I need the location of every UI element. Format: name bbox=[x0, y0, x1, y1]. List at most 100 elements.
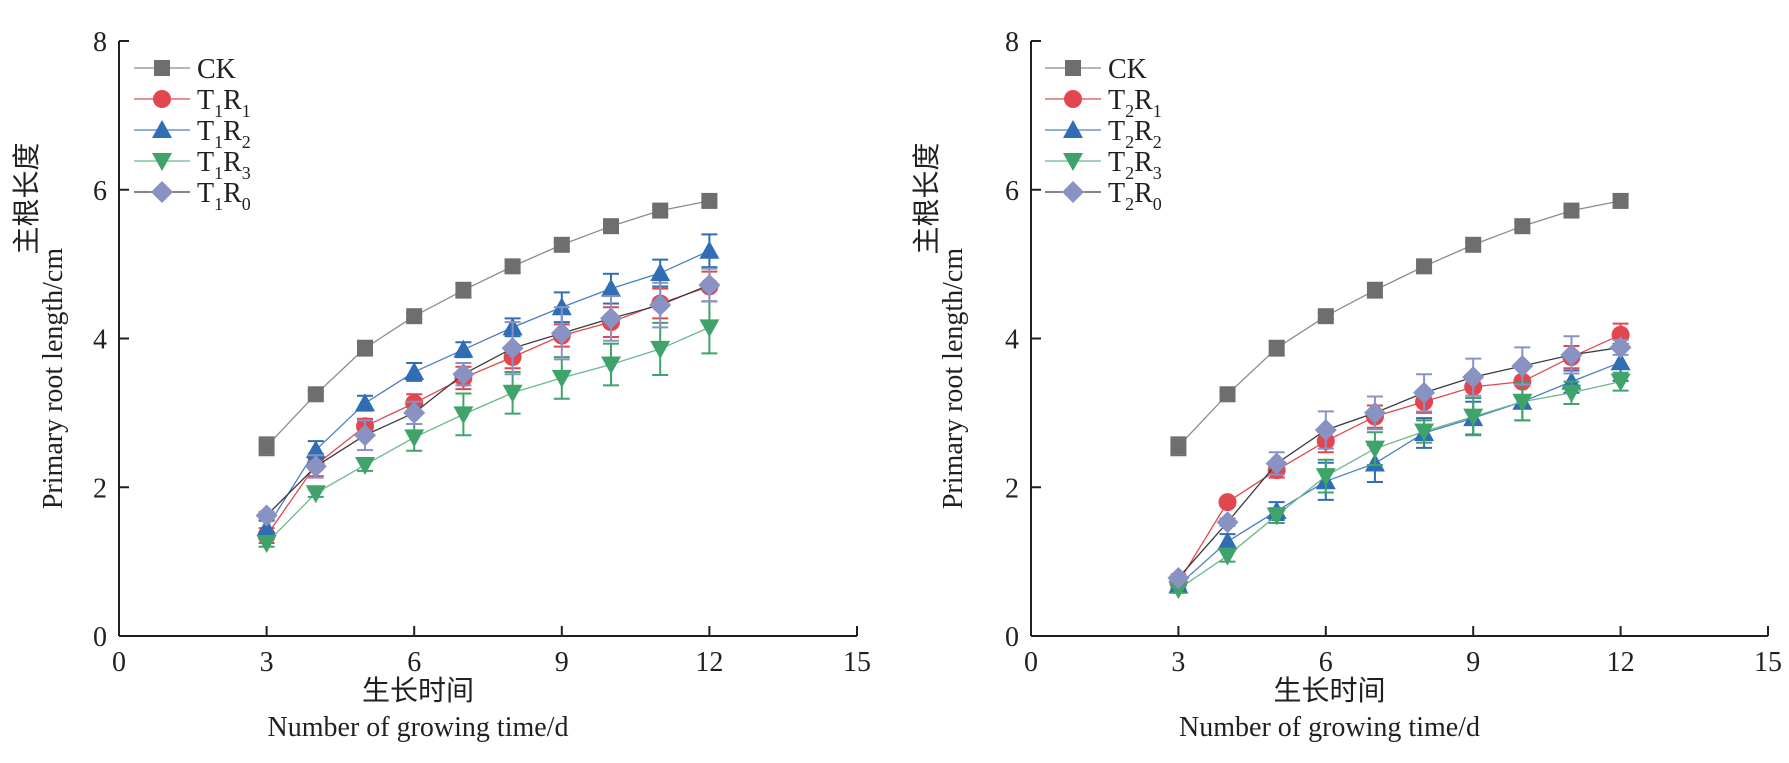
legend-item: T1R0 bbox=[134, 178, 251, 214]
y-tick-label: 4 bbox=[1005, 325, 1019, 356]
series-line-T1R2 bbox=[266, 250, 710, 529]
data-point-CK bbox=[406, 308, 423, 325]
data-point-T1R0 bbox=[452, 363, 475, 386]
legend-item: CK bbox=[134, 54, 236, 85]
legend-item: T2R0 bbox=[1045, 178, 1162, 214]
y-tick-label: 8 bbox=[93, 27, 107, 58]
x-tick-label: 15 bbox=[1754, 647, 1782, 678]
data-point-T2R3 bbox=[1364, 440, 1385, 459]
data-point-T1R0 bbox=[354, 424, 376, 447]
data-point-T1R2 bbox=[256, 518, 277, 537]
x-tick-label: 3 bbox=[260, 647, 274, 678]
data-point-CK bbox=[603, 218, 619, 235]
data-point-T1R0 bbox=[304, 455, 327, 478]
legend-marker-square bbox=[154, 60, 170, 76]
legend-marker-diamond bbox=[1062, 181, 1084, 203]
series-line-CK bbox=[266, 200, 710, 447]
x-tick-label: 12 bbox=[1607, 647, 1635, 678]
legend-label: T1R2 bbox=[197, 116, 251, 152]
data-point-T1R3 bbox=[305, 485, 326, 504]
series-line-T2R1 bbox=[1177, 334, 1621, 583]
y-tick-label: 4 bbox=[93, 325, 107, 356]
legend-marker-square bbox=[1065, 60, 1081, 76]
x-axis-title: Number of growing time/d bbox=[268, 712, 569, 743]
x-tick-label: 6 bbox=[407, 647, 421, 678]
legend-label: CK bbox=[197, 54, 236, 85]
series-T2R2 bbox=[1168, 342, 1631, 594]
legend-marker-triangle-up bbox=[1063, 120, 1083, 138]
data-point-T2R3 bbox=[1463, 408, 1484, 427]
data-point-CK bbox=[258, 438, 275, 455]
series-CK bbox=[1170, 192, 1629, 457]
legend-label: T1R1 bbox=[197, 85, 251, 121]
legend-item: T1R3 bbox=[134, 147, 251, 183]
legend-marker-circle bbox=[153, 90, 171, 108]
data-point-T1R2 bbox=[355, 393, 375, 412]
data-point-T2R0 bbox=[1314, 418, 1337, 441]
data-point-T1R2 bbox=[404, 361, 425, 380]
legend-marker-circle bbox=[1064, 90, 1082, 108]
data-point-T1R3 bbox=[551, 369, 572, 388]
y-tick-label: 0 bbox=[1005, 622, 1019, 653]
series-CK bbox=[258, 192, 718, 457]
data-point-CK bbox=[1563, 202, 1580, 219]
data-point-T1R2 bbox=[601, 278, 621, 297]
data-point-T1R2 bbox=[305, 440, 326, 459]
data-point-T1R0 bbox=[600, 307, 622, 330]
data-point-T2R3 bbox=[1168, 581, 1189, 600]
data-point-T1R0 bbox=[550, 322, 573, 345]
legend-label: T2R3 bbox=[1108, 147, 1162, 183]
series-line-T1R0 bbox=[266, 284, 710, 516]
data-point-T1R3 bbox=[650, 340, 671, 359]
legend-item: T1R1 bbox=[134, 85, 251, 121]
series-T2R1 bbox=[1169, 322, 1630, 592]
data-point-T1R3 bbox=[453, 406, 474, 425]
y-axis-title-cn: 主根长度 bbox=[911, 142, 943, 254]
data-point-T2R0 bbox=[1609, 336, 1632, 359]
data-point-CK bbox=[553, 236, 570, 253]
data-point-T2R1 bbox=[1218, 493, 1237, 512]
data-point-CK bbox=[1317, 308, 1334, 325]
legend-label: T2R1 bbox=[1108, 85, 1162, 121]
series-line-T1R3 bbox=[266, 326, 710, 544]
legend-item: T2R1 bbox=[1045, 85, 1162, 121]
x-tick-label: 9 bbox=[555, 647, 569, 678]
y-axis-title-cn: 主根长度 bbox=[11, 142, 43, 254]
data-point-CK bbox=[1170, 438, 1187, 455]
x-tick-label: 12 bbox=[695, 647, 723, 678]
data-point-T1R3 bbox=[355, 456, 375, 475]
legend-label: CK bbox=[1108, 54, 1147, 85]
data-point-T1R0 bbox=[403, 401, 426, 424]
series-line-T2R2 bbox=[1177, 361, 1621, 586]
data-point-T1R3 bbox=[601, 356, 621, 375]
x-axis-title-cn: 生长时间 bbox=[1273, 675, 1385, 707]
data-point-CK bbox=[1366, 282, 1383, 299]
series-T1R1 bbox=[257, 270, 719, 545]
y-tick-label: 6 bbox=[93, 176, 107, 207]
data-point-CK bbox=[652, 202, 669, 219]
data-point-T1R0 bbox=[698, 273, 721, 296]
series-line-T1R1 bbox=[266, 285, 710, 536]
data-point-CK bbox=[1612, 192, 1629, 209]
x-axis-title-cn: 生长时间 bbox=[362, 675, 474, 707]
data-point-T1R3 bbox=[502, 384, 523, 403]
x-tick-label: 15 bbox=[843, 647, 871, 678]
legend-label: T2R2 bbox=[1108, 116, 1162, 152]
data-point-T1R2 bbox=[453, 339, 474, 358]
series-line-CK bbox=[1177, 200, 1621, 447]
y-axis-title: Primary root length/cm bbox=[938, 248, 969, 510]
x-tick-label: 0 bbox=[112, 647, 126, 678]
data-point-T2R3 bbox=[1315, 468, 1336, 487]
x-tick-label: 6 bbox=[1319, 647, 1333, 678]
data-point-T2R0 bbox=[1265, 452, 1288, 475]
data-point-T2R2 bbox=[1610, 352, 1631, 371]
data-point-T2R0 bbox=[1511, 355, 1534, 378]
data-point-CK bbox=[1514, 218, 1531, 235]
x-tick-label: 0 bbox=[1024, 647, 1038, 678]
data-point-CK bbox=[455, 282, 472, 299]
data-point-CK bbox=[1465, 236, 1482, 253]
series-line-T2R0 bbox=[1177, 346, 1621, 579]
legend-marker-triangle-up bbox=[152, 120, 172, 138]
data-point-T2R0 bbox=[1413, 381, 1436, 404]
